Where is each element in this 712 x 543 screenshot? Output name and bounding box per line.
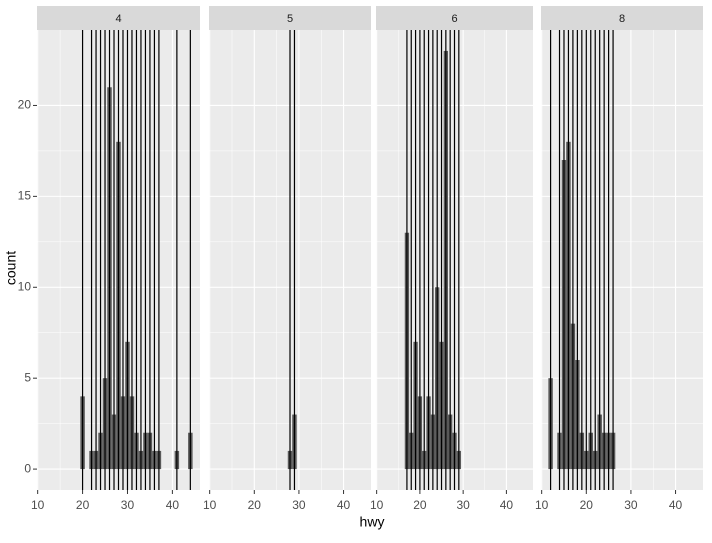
x-tick-label: 10 (31, 498, 45, 512)
x-tick-label: 40 (166, 498, 180, 512)
y-tick-label: 0 (24, 461, 31, 475)
strip-label: 4 (115, 13, 121, 25)
strip (376, 6, 533, 30)
y-tick-label: 5 (24, 370, 31, 384)
x-axis-title: hwy (360, 514, 385, 530)
x-tick-label: 30 (121, 498, 135, 512)
x-tick-label: 20 (580, 498, 594, 512)
y-tick-label: 10 (18, 279, 32, 293)
x-tick-label: 20 (413, 498, 427, 512)
x-tick-label: 10 (370, 498, 384, 512)
strip (37, 6, 200, 30)
x-tick-label: 40 (337, 498, 351, 512)
strip (209, 6, 371, 30)
y-tick-label: 20 (18, 98, 32, 112)
x-tick-label: 20 (248, 498, 262, 512)
x-tick-label: 40 (500, 498, 514, 512)
strip-label: 5 (287, 13, 293, 25)
x-tick-label: 30 (624, 498, 638, 512)
x-tick-label: 30 (292, 498, 306, 512)
x-tick-label: 10 (535, 498, 549, 512)
x-tick-label: 20 (76, 498, 90, 512)
strip-label: 8 (619, 13, 625, 25)
x-tick-label: 30 (456, 498, 470, 512)
strip (541, 6, 703, 30)
strip-label: 6 (451, 13, 457, 25)
x-tick-label: 40 (669, 498, 683, 512)
y-axis-title: count (3, 251, 19, 285)
y-tick-label: 15 (18, 189, 32, 203)
x-tick-label: 10 (203, 498, 217, 512)
